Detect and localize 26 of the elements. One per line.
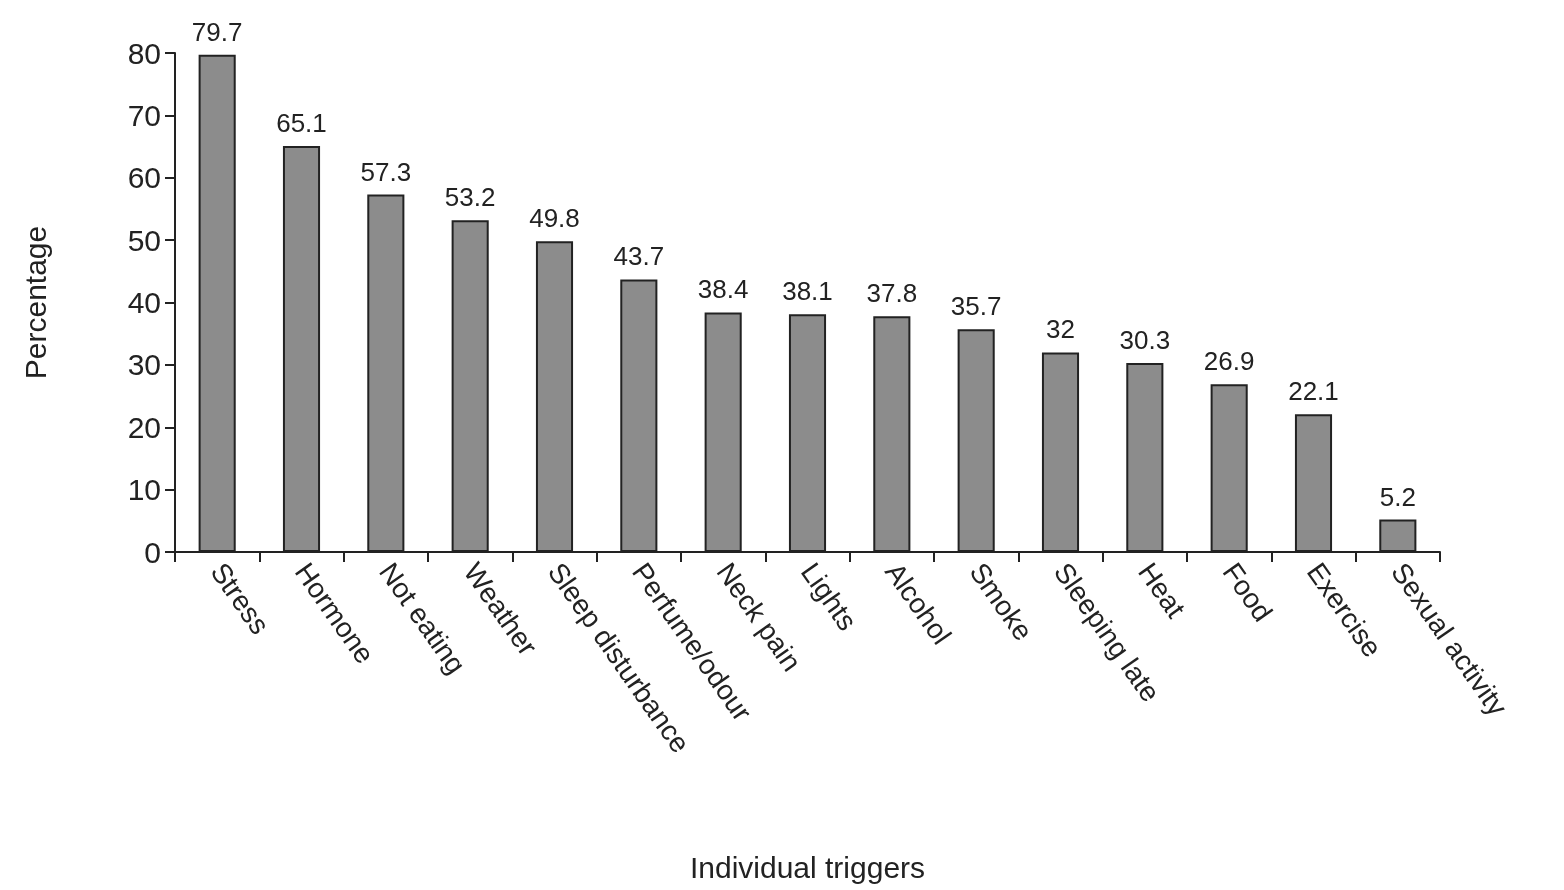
data-label: 30.3: [1119, 325, 1171, 355]
data-label: 26.9: [1203, 346, 1255, 377]
data-label: 5.2: [1379, 481, 1416, 512]
y-tick-label: 20: [127, 410, 161, 444]
data-label: 79.7: [191, 16, 243, 47]
y-tick-label: 30: [127, 348, 161, 382]
x-axis-title: Individual triggers: [689, 850, 926, 884]
data-label: 38.4: [697, 274, 749, 305]
data-label: 22.1: [1288, 376, 1339, 407]
data-label: 37.8: [866, 278, 918, 309]
y-tick-label: 0: [144, 535, 161, 569]
y-tick-label: 10: [127, 473, 161, 507]
y-tick-label: 50: [127, 223, 161, 257]
y-tick-label: 60: [127, 161, 161, 195]
data-label: 57.3: [360, 156, 412, 187]
data-label: 65.1: [276, 107, 327, 138]
y-axis-title: Percentage: [18, 225, 52, 380]
y-tick-label: 80: [127, 36, 161, 70]
data-label: 32: [1046, 314, 1075, 345]
y-tick-label: 70: [127, 98, 161, 132]
data-label: 38.1: [782, 276, 833, 307]
data-label: 53.2: [444, 182, 496, 213]
data-label: 43.7: [613, 241, 665, 272]
y-tick-label: 40: [127, 286, 161, 319]
data-label: 35.7: [950, 291, 1002, 322]
data-label: 49.8: [529, 203, 580, 234]
